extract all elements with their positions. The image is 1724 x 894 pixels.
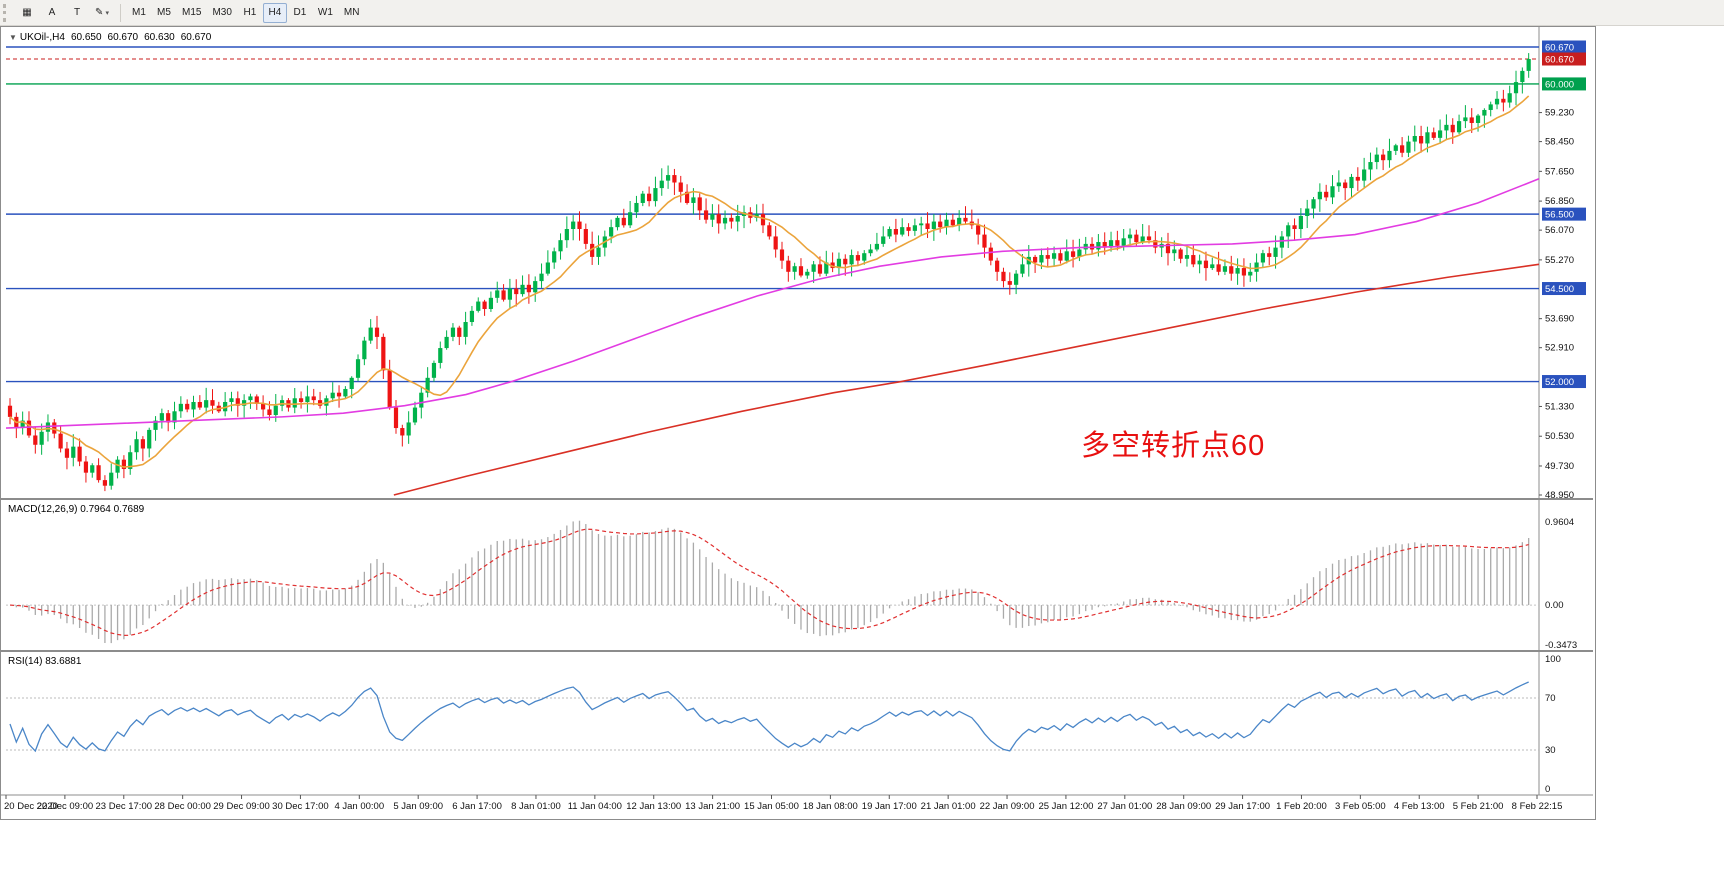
svg-text:60.000: 60.000 xyxy=(1545,79,1574,90)
collapse-icon[interactable]: ▼ xyxy=(9,33,17,42)
svg-text:58.450: 58.450 xyxy=(1545,137,1574,148)
shape-tool-icon: T xyxy=(73,7,81,18)
svg-text:52.000: 52.000 xyxy=(1545,377,1574,388)
svg-text:0: 0 xyxy=(1545,784,1550,795)
text-tool-icon: A xyxy=(48,7,56,18)
svg-text:53.690: 53.690 xyxy=(1545,314,1574,325)
svg-text:59.230: 59.230 xyxy=(1545,108,1574,119)
svg-text:52.910: 52.910 xyxy=(1545,343,1574,354)
svg-text:23 Dec 17:00: 23 Dec 17:00 xyxy=(96,801,153,812)
macd-indicator-label: MACD(12,26,9) 0.7964 0.7689 xyxy=(8,504,145,515)
timeframe-button-m15[interactable]: M15 xyxy=(177,3,206,23)
timeframe-button-h1[interactable]: H1 xyxy=(238,3,262,23)
svg-text:5 Jan 09:00: 5 Jan 09:00 xyxy=(393,801,443,812)
text-label-button[interactable]: A xyxy=(40,3,64,23)
svg-text:57.650: 57.650 xyxy=(1545,166,1574,177)
rsi-indicator-label: RSI(14) 83.6881 xyxy=(8,656,82,667)
chart-annotation[interactable]: 多空转折点60 xyxy=(1081,430,1266,462)
timeframe-button-m30[interactable]: M30 xyxy=(207,3,236,23)
svg-text:55.270: 55.270 xyxy=(1545,255,1574,266)
svg-text:8 Feb 22:15: 8 Feb 22:15 xyxy=(1512,801,1563,812)
timeframe-button-d1[interactable]: D1 xyxy=(288,3,312,23)
toolbar-separator xyxy=(120,3,121,22)
timeframe-button-m5[interactable]: M5 xyxy=(152,3,176,23)
svg-text:49.730: 49.730 xyxy=(1545,461,1574,472)
timeframe-button-h4[interactable]: H4 xyxy=(262,2,287,23)
chart-grid-icon: ▦ xyxy=(22,7,32,18)
svg-text:0.9604: 0.9604 xyxy=(1545,517,1574,528)
svg-text:56.850: 56.850 xyxy=(1545,196,1574,207)
chart-window: 59.230 58.450 57.650 56.850 56.070 55.270 53.6… xyxy=(0,26,1596,820)
svg-text:20 Dec 2020: 20 Dec 2020 xyxy=(4,801,58,812)
chevron-down-icon: ▾ xyxy=(105,9,109,17)
svg-text:51.330: 51.330 xyxy=(1545,401,1574,412)
svg-text:30: 30 xyxy=(1545,745,1556,756)
svg-text:100: 100 xyxy=(1545,654,1561,665)
svg-text:70: 70 xyxy=(1545,693,1556,704)
svg-text:28 Dec 00:00: 28 Dec 00:00 xyxy=(154,801,211,812)
toolbar-drag-handle[interactable] xyxy=(3,3,10,22)
ohlc-open: 60.650 xyxy=(70,32,102,43)
svg-text:8 Jan 01:00: 8 Jan 01:00 xyxy=(511,801,561,812)
toolbar: ▦ A T ✎ ▾ M1 M5 M15 M30 H1 H4 D1 W1 MN xyxy=(0,0,1724,26)
pencil-icon: ✎ xyxy=(95,7,104,18)
svg-text:29 Jan 17:00: 29 Jan 17:00 xyxy=(1215,801,1270,812)
symbol-period-label: UKOil-,H4 xyxy=(19,32,65,43)
svg-text:0.00: 0.00 xyxy=(1545,600,1564,611)
svg-text:21 Jan 01:00: 21 Jan 01:00 xyxy=(921,801,976,812)
shape-tool-button[interactable]: T xyxy=(65,3,89,23)
svg-text:56.500: 56.500 xyxy=(1545,210,1574,221)
svg-text:25 Jan 12:00: 25 Jan 12:00 xyxy=(1038,801,1093,812)
chart-canvas[interactable]: 59.230 58.450 57.650 56.850 56.070 55.270 53.6… xyxy=(1,27,1595,819)
svg-text:48.950: 48.950 xyxy=(1545,490,1574,501)
draw-tool-button[interactable]: ✎ ▾ xyxy=(90,3,114,23)
chart-header: ▼ UKOil-,H4 60.650 60.670 60.630 60.670 xyxy=(9,32,211,43)
svg-text:22 Dec 09:00: 22 Dec 09:00 xyxy=(37,801,94,812)
svg-text:54.500: 54.500 xyxy=(1545,284,1574,295)
svg-text:22 Jan 09:00: 22 Jan 09:00 xyxy=(980,801,1035,812)
timeframe-button-mn[interactable]: MN xyxy=(339,3,365,23)
svg-text:18 Jan 08:00: 18 Jan 08:00 xyxy=(803,801,858,812)
svg-text:50.530: 50.530 xyxy=(1545,431,1574,442)
chart-objects-button[interactable]: ▦ xyxy=(15,3,39,23)
svg-text:13 Jan 21:00: 13 Jan 21:00 xyxy=(685,801,740,812)
timeframe-button-m1[interactable]: M1 xyxy=(127,3,151,23)
svg-text:19 Jan 17:00: 19 Jan 17:00 xyxy=(862,801,917,812)
svg-text:6 Jan 17:00: 6 Jan 17:00 xyxy=(452,801,502,812)
svg-text:29 Dec 09:00: 29 Dec 09:00 xyxy=(213,801,270,812)
svg-text:-0.3473: -0.3473 xyxy=(1545,640,1577,651)
svg-text:4 Feb 13:00: 4 Feb 13:00 xyxy=(1394,801,1445,812)
svg-text:28 Jan 09:00: 28 Jan 09:00 xyxy=(1156,801,1211,812)
svg-text:60.670: 60.670 xyxy=(1545,55,1574,66)
svg-text:30 Dec 17:00: 30 Dec 17:00 xyxy=(272,801,329,812)
svg-text:60.670: 60.670 xyxy=(1545,43,1574,54)
svg-text:12 Jan 13:00: 12 Jan 13:00 xyxy=(626,801,681,812)
svg-text:3 Feb 05:00: 3 Feb 05:00 xyxy=(1335,801,1386,812)
ohlc-high: 60.670 xyxy=(107,32,139,43)
timeframe-button-w1[interactable]: W1 xyxy=(313,3,338,23)
svg-text:27 Jan 01:00: 27 Jan 01:00 xyxy=(1097,801,1152,812)
svg-text:56.070: 56.070 xyxy=(1545,225,1574,236)
svg-text:4 Jan 00:00: 4 Jan 00:00 xyxy=(334,801,384,812)
svg-text:15 Jan 05:00: 15 Jan 05:00 xyxy=(744,801,799,812)
ohlc-close: 60.670 xyxy=(180,32,212,43)
svg-text:1 Feb 20:00: 1 Feb 20:00 xyxy=(1276,801,1327,812)
svg-text:5 Feb 21:00: 5 Feb 21:00 xyxy=(1453,801,1504,812)
ohlc-low: 60.630 xyxy=(144,32,175,43)
svg-text:11 Jan 04:00: 11 Jan 04:00 xyxy=(568,801,622,812)
